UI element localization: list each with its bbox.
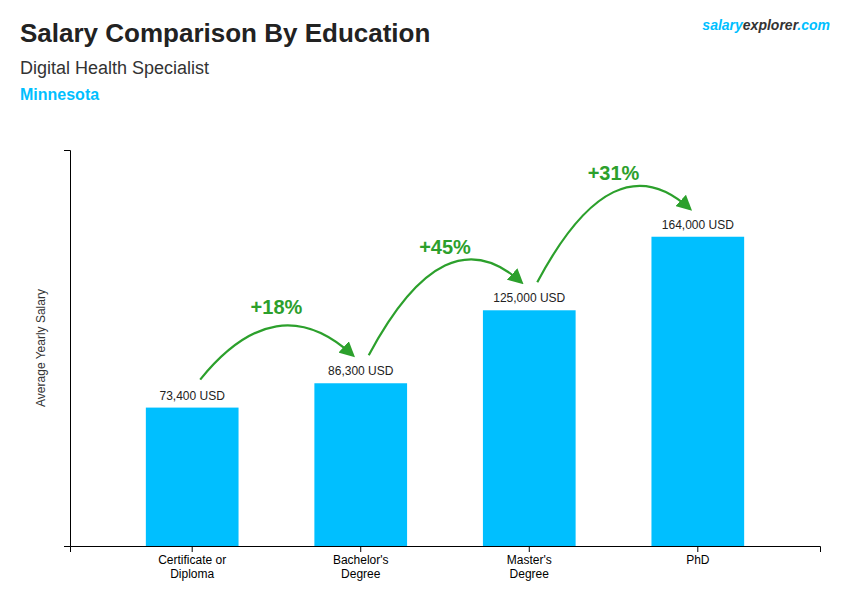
bar [651,237,744,546]
x-tick-mark [360,546,361,552]
watermark-part: salary [702,17,744,33]
growth-label: +31% [588,162,640,184]
x-tick-mark [529,546,530,552]
value-label: 73,400 USD [160,389,226,403]
x-tick: Certificate orDiploma [158,546,226,581]
plot: Certificate orDiplomaBachelor'sDegreeMas… [64,151,821,581]
value-label: 164,000 USD [662,218,734,232]
x-tick-label: Bachelor'sDegree [333,553,389,581]
x-tick-mark [697,546,698,552]
x-tick-label-line: Degree [341,567,381,581]
subtitle: Digital Health Specialist [20,58,209,78]
x-tick-label-line: Master's [507,553,552,567]
x-tick-label-line: Degree [510,567,550,581]
growth-arrow [537,186,690,282]
x-tick-label-line: Diploma [170,567,214,581]
bar [314,383,407,546]
x-tick: PhD [686,546,710,567]
x-tick-label-line: Bachelor's [333,553,389,567]
value-label: 86,300 USD [328,364,394,378]
y-axis [64,151,71,547]
growth-arrow [369,259,522,355]
x-axis-line [71,547,821,553]
growth-annotations: +18% +45% +31% [200,162,690,379]
y-axis-title: Average Yearly Salary [34,289,48,407]
location: Minnesota [20,86,99,103]
x-tick-mark [192,546,193,552]
x-tick-label-line: Certificate or [158,553,226,567]
value-label: 125,000 USD [493,291,565,305]
bar [483,310,576,546]
x-axis: Certificate orDiplomaBachelor'sDegreeMas… [71,546,821,581]
x-tick: Bachelor'sDegree [333,546,389,581]
growth-label: +45% [419,236,471,258]
watermark: salaryexplorer.com [702,17,830,33]
watermark-part: .com [797,17,830,33]
title: Salary Comparison By Education [20,18,430,48]
growth-arrow [200,325,353,379]
x-tick-label: PhD [686,553,710,567]
y-axis-line [64,151,71,547]
x-tick-label: Master'sDegree [507,553,552,581]
bars [146,237,744,546]
x-tick-label-line: PhD [686,553,710,567]
watermark-part: explorer [743,17,800,33]
chart: Salary Comparison By Education Digital He… [0,0,850,606]
value-labels: 73,400 USD 86,300 USD 125,000 USD 164,000 U… [160,218,735,403]
bar [146,408,239,546]
x-tick: Master'sDegree [507,546,552,581]
x-tick-label: Certificate orDiploma [158,553,226,581]
growth-label: +18% [251,296,303,318]
